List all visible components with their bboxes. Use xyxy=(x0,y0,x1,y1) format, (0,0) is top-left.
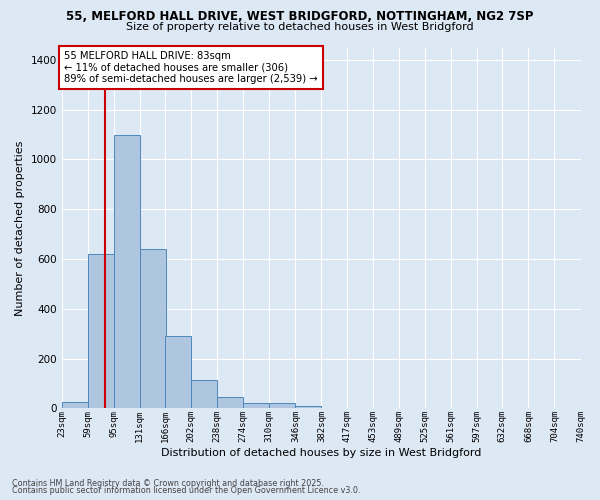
Bar xyxy=(62,402,88,408)
Y-axis label: Number of detached properties: Number of detached properties xyxy=(15,140,25,316)
Text: Size of property relative to detached houses in West Bridgford: Size of property relative to detached ho… xyxy=(126,22,474,32)
Bar xyxy=(140,249,166,408)
Bar xyxy=(295,406,322,408)
Bar xyxy=(191,380,217,408)
X-axis label: Distribution of detached houses by size in West Bridgford: Distribution of detached houses by size … xyxy=(161,448,481,458)
Bar xyxy=(88,254,114,408)
Text: Contains HM Land Registry data © Crown copyright and database right 2025.: Contains HM Land Registry data © Crown c… xyxy=(12,478,324,488)
Bar xyxy=(217,397,243,408)
Bar xyxy=(269,404,295,408)
Bar xyxy=(243,404,269,408)
Text: Contains public sector information licensed under the Open Government Licence v3: Contains public sector information licen… xyxy=(12,486,361,495)
Bar xyxy=(114,134,140,408)
Text: 55, MELFORD HALL DRIVE, WEST BRIDGFORD, NOTTINGHAM, NG2 7SP: 55, MELFORD HALL DRIVE, WEST BRIDGFORD, … xyxy=(66,10,534,23)
Text: 55 MELFORD HALL DRIVE: 83sqm
← 11% of detached houses are smaller (306)
89% of s: 55 MELFORD HALL DRIVE: 83sqm ← 11% of de… xyxy=(64,51,318,84)
Bar xyxy=(165,336,191,408)
